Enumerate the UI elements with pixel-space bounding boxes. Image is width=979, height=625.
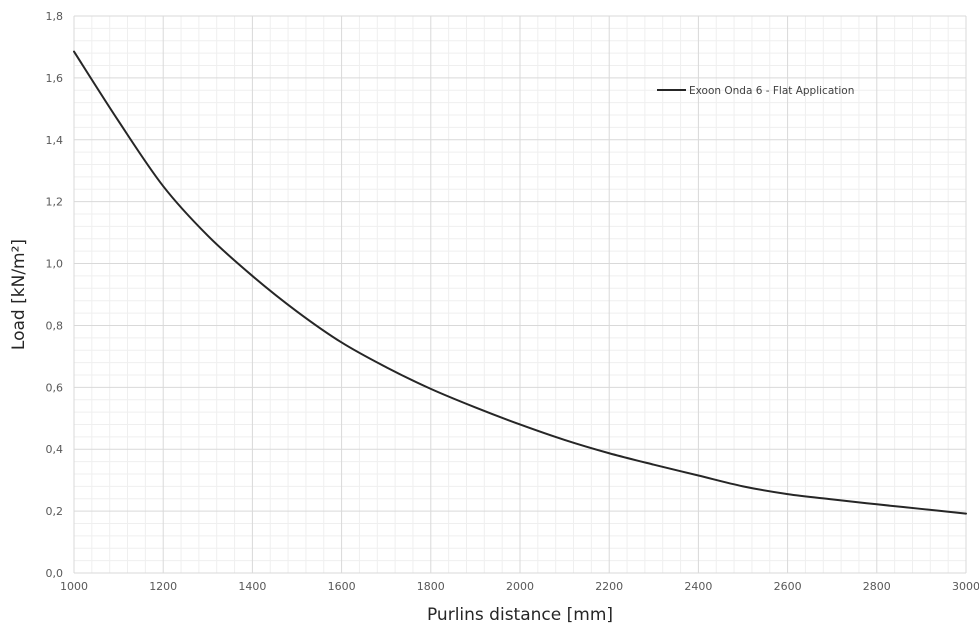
x-tick-label: 1800 [417,580,445,593]
x-tick-label: 1200 [149,580,177,593]
x-tick-label: 1000 [60,580,88,593]
x-tick-label: 2000 [506,580,534,593]
x-tick-label: 2800 [863,580,891,593]
major-grid [73,15,967,574]
y-tick-label: 1,6 [46,72,64,85]
y-tick-label: 0,0 [46,567,64,580]
y-tick-label: 0,8 [46,319,64,332]
y-tick-label: 1,8 [46,10,64,23]
y-tick-label: 1,0 [46,258,64,271]
y-tick-label: 0,6 [46,381,64,394]
legend: Exoon Onda 6 - Flat Application [657,85,854,97]
y-tick-label: 1,2 [46,196,64,209]
x-axis-ticks: 1000 1200 1400 1600 1800 2000 2200 2400 2600 2800… [60,580,979,593]
y-axis-ticks: 0,0 0,2 0,4 0,6 0,8 1,0 1,2 1,4 1,6 1,8 [46,10,64,580]
x-tick-label: 2400 [684,580,712,593]
y-tick-label: 1,4 [46,134,64,147]
series-line [73,50,967,515]
x-tick-label: 1400 [238,580,266,593]
series-layer [73,50,967,515]
y-axis-title: Load [kN/m²] [9,239,29,350]
x-tick-label: 1600 [328,580,356,593]
y-tick-label: 0,2 [46,505,64,518]
x-tick-label: 2600 [774,580,802,593]
y-tick-label: 0,4 [46,443,64,456]
legend-label: Exoon Onda 6 - Flat Application [689,85,854,97]
x-tick-label: 2200 [595,580,623,593]
x-tick-label: 3000 [952,580,979,593]
x-axis-title: Purlins distance [mm] [427,605,613,625]
